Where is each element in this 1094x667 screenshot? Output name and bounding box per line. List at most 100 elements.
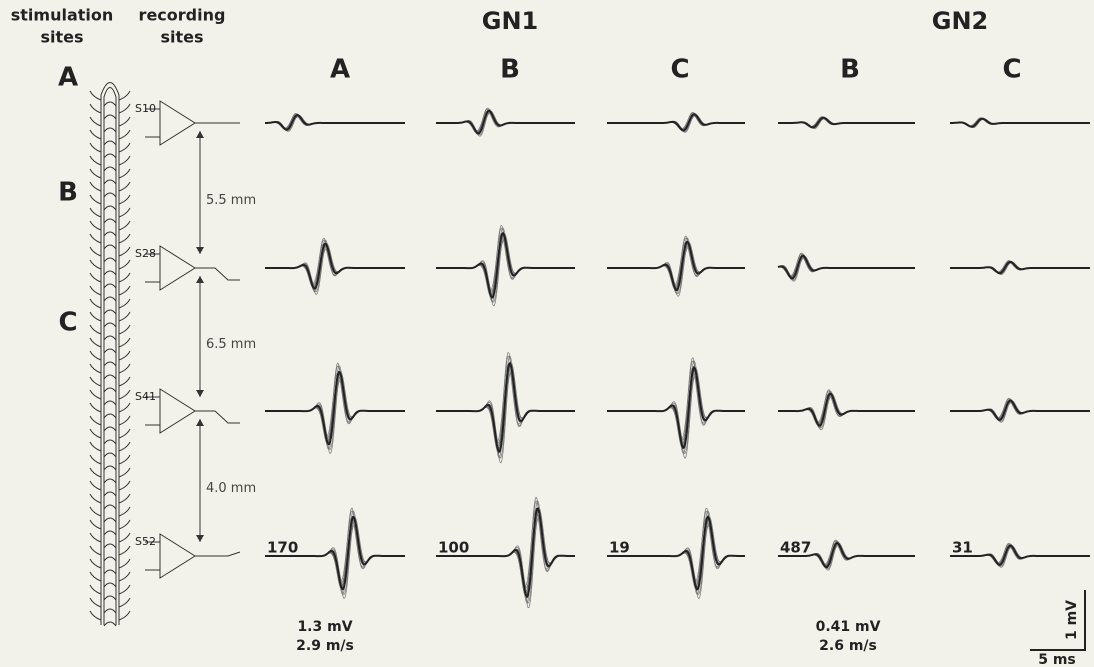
trace xyxy=(436,112,575,131)
trace xyxy=(607,243,745,285)
amplifier xyxy=(145,101,240,145)
segment xyxy=(104,128,116,132)
column-label: C xyxy=(670,55,689,85)
segment xyxy=(104,596,116,600)
waveform xyxy=(950,398,1090,422)
segment xyxy=(104,245,116,249)
trace xyxy=(607,361,745,446)
recording-site: S41 xyxy=(135,390,156,403)
trace xyxy=(950,399,1090,419)
trace xyxy=(607,242,745,288)
segment xyxy=(90,481,101,490)
segment xyxy=(119,143,130,152)
waveform xyxy=(778,390,915,430)
trace xyxy=(950,398,1090,419)
segment xyxy=(119,494,130,503)
trace xyxy=(265,246,405,284)
segment xyxy=(119,585,130,594)
segment xyxy=(104,505,116,509)
trace xyxy=(607,358,745,447)
segment xyxy=(90,208,101,217)
segment xyxy=(119,260,130,269)
segment xyxy=(104,557,116,561)
trace xyxy=(778,391,915,428)
trace xyxy=(607,112,745,130)
segment xyxy=(90,520,101,529)
segment xyxy=(104,375,116,379)
amplifier xyxy=(145,389,240,433)
waveform xyxy=(265,238,405,294)
segment xyxy=(104,219,116,223)
recording-site: S28 xyxy=(135,247,156,260)
segment xyxy=(90,546,101,555)
waveform xyxy=(607,358,745,459)
segment xyxy=(104,518,116,522)
segment xyxy=(119,104,130,113)
scale-vertical: 1 mV xyxy=(1064,600,1080,640)
segment xyxy=(119,572,130,581)
segment xyxy=(90,507,101,516)
distance-arrows xyxy=(196,131,204,542)
segment xyxy=(104,583,116,587)
segment xyxy=(90,117,101,126)
segment xyxy=(119,351,130,360)
trace xyxy=(950,262,1090,272)
segment xyxy=(90,442,101,451)
segment xyxy=(104,414,116,418)
column-label: A xyxy=(330,55,350,85)
trace xyxy=(436,109,575,133)
trial-count: 100 xyxy=(438,539,469,557)
waveform xyxy=(265,113,405,131)
trial-count: 19 xyxy=(609,539,630,557)
trial-count: 170 xyxy=(267,539,298,557)
trace xyxy=(778,394,915,422)
mean-trace xyxy=(950,262,1090,273)
segment xyxy=(104,167,116,171)
segment xyxy=(90,221,101,230)
segment xyxy=(90,351,101,360)
segment xyxy=(90,572,101,581)
trace xyxy=(265,240,405,292)
column-label: B xyxy=(500,55,520,85)
header-label: stimulation xyxy=(11,6,114,25)
segment xyxy=(119,130,130,139)
segment xyxy=(119,429,130,438)
segment xyxy=(104,193,116,197)
waveform xyxy=(436,226,575,306)
segment xyxy=(104,297,116,301)
segment xyxy=(104,388,116,392)
waveform xyxy=(436,353,575,463)
scale-horizontal: 5 ms xyxy=(1038,652,1076,667)
segment xyxy=(90,130,101,139)
segment xyxy=(90,91,101,100)
waveform xyxy=(607,236,745,296)
segment xyxy=(119,169,130,178)
segment xyxy=(104,401,116,405)
segment xyxy=(119,520,130,529)
waveform xyxy=(950,261,1090,275)
segment xyxy=(104,310,116,314)
segment xyxy=(119,611,130,620)
segment xyxy=(119,455,130,464)
segment xyxy=(90,338,101,347)
segment xyxy=(90,247,101,256)
segment xyxy=(119,117,130,126)
segment xyxy=(90,182,101,191)
segment xyxy=(90,195,101,204)
segment xyxy=(119,273,130,282)
trace xyxy=(265,244,405,283)
header-label: sites xyxy=(40,28,83,47)
segment xyxy=(90,156,101,165)
trace xyxy=(950,401,1090,419)
segment xyxy=(119,390,130,399)
trace xyxy=(436,109,575,135)
header-label: sites xyxy=(160,28,203,47)
segment xyxy=(119,325,130,334)
segment xyxy=(90,377,101,386)
segment xyxy=(119,533,130,542)
group-label: GN2 xyxy=(932,7,988,35)
stimulation-site: C xyxy=(58,308,77,338)
segment xyxy=(104,232,116,236)
segment xyxy=(90,364,101,373)
trace xyxy=(950,401,1090,418)
